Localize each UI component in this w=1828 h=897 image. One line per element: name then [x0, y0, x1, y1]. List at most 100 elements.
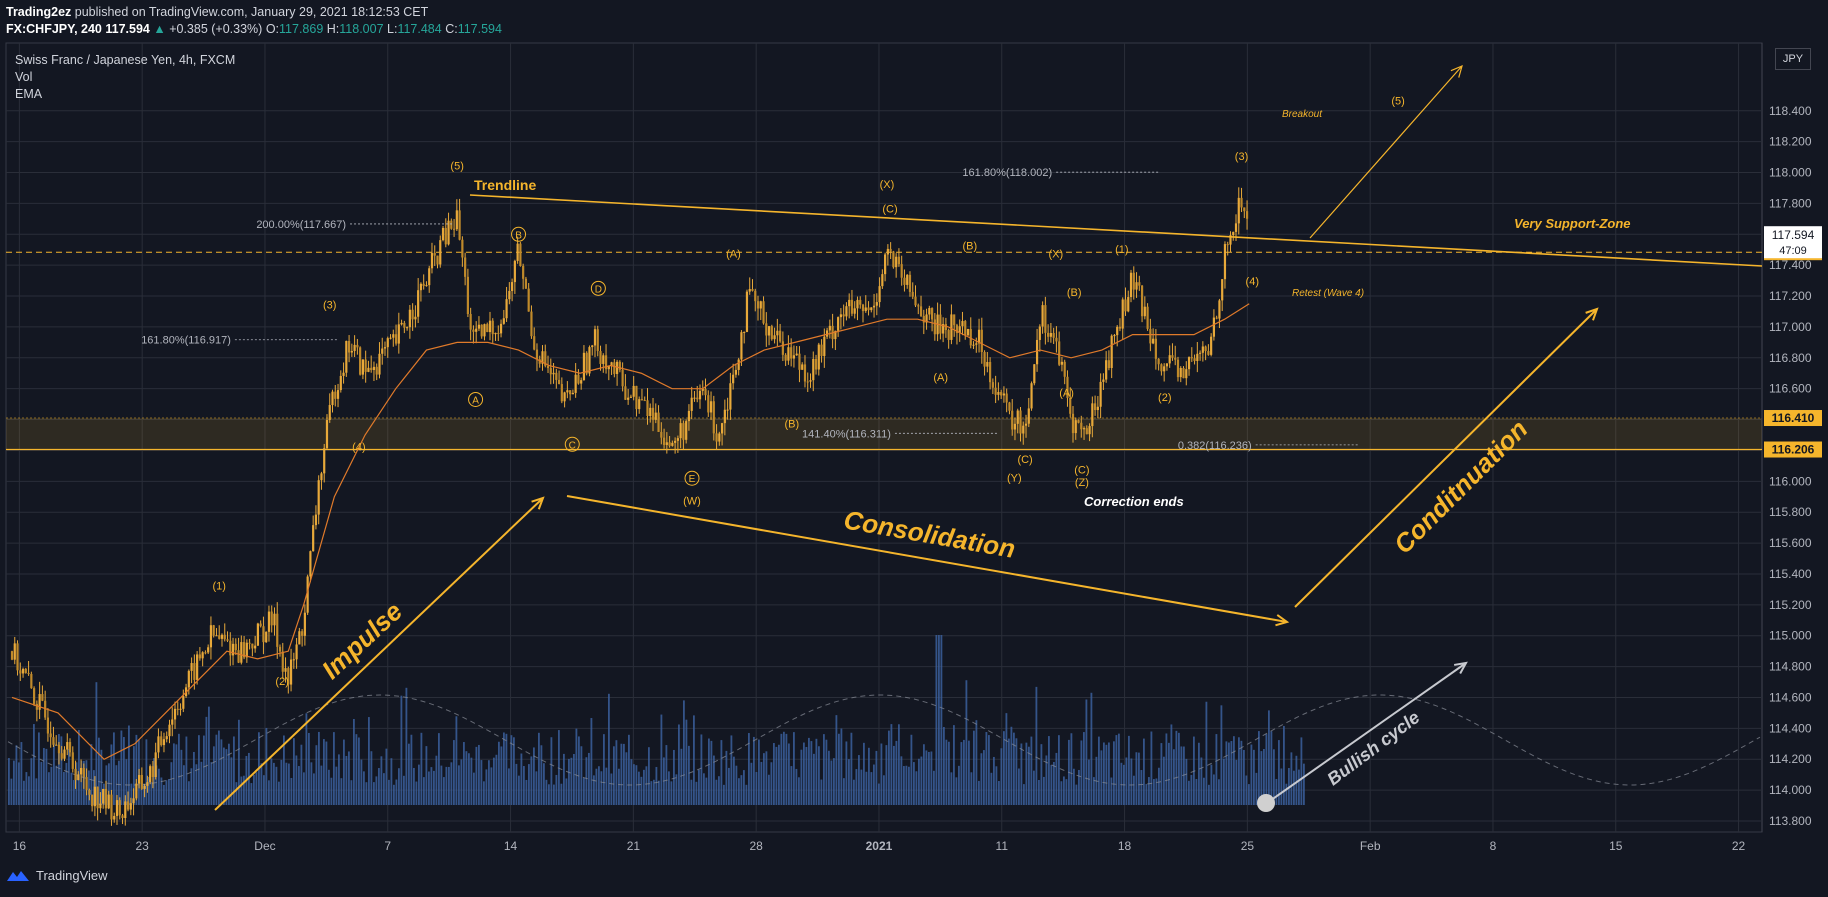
wave-label: (A) [1059, 387, 1074, 399]
volume-bar [435, 755, 438, 805]
correction-ends-label: Correction ends [1084, 494, 1184, 509]
currency-button[interactable]: JPY [1775, 48, 1811, 70]
volume-bar [863, 742, 865, 805]
candle-body [464, 257, 467, 277]
candle-body [1212, 317, 1216, 337]
volume-bar [1235, 759, 1238, 805]
candle-body [38, 694, 41, 710]
volume-bar [1270, 731, 1273, 805]
candle-body [649, 407, 652, 416]
volume-bar [618, 768, 620, 805]
wave-label: (4) [1246, 276, 1259, 288]
volume-bar [735, 765, 738, 805]
wave-label: (2) [275, 676, 288, 688]
volume-bar [143, 783, 145, 805]
fib-label: 200.00%(117.667) [256, 219, 346, 231]
volume-bar [1218, 779, 1220, 805]
volume-bar [645, 766, 648, 805]
volume-bar [1168, 742, 1170, 805]
legend-ema[interactable]: EMA [15, 87, 43, 101]
candle-body [756, 301, 760, 309]
volume-bar [175, 744, 178, 805]
candle-body [585, 352, 588, 374]
candle-body [254, 645, 257, 649]
volume-bar [90, 744, 93, 805]
volume-bar [1265, 734, 1268, 805]
legend-vol[interactable]: Vol [15, 70, 33, 84]
candle-body [212, 625, 215, 636]
volume-bar [23, 780, 25, 805]
candle-body [599, 351, 602, 364]
volume-bar [1155, 778, 1158, 805]
candle-body [911, 291, 914, 297]
candle-body [262, 626, 265, 643]
volume-bar [1013, 732, 1015, 805]
candle-body [1210, 336, 1213, 355]
volume-bar [198, 735, 200, 805]
candle-body [1140, 285, 1144, 317]
volume-bar [1075, 784, 1078, 805]
volume-bar [313, 773, 315, 805]
candle-body [165, 736, 168, 740]
volume-bar [880, 743, 883, 805]
volume-bar [518, 775, 520, 805]
volume-bar [850, 732, 853, 805]
volume-bar [968, 740, 970, 805]
volume-bar [308, 732, 310, 805]
candle-body [320, 473, 323, 481]
volume-bar [715, 779, 718, 805]
volume-bar [1105, 744, 1108, 805]
candle-body [991, 382, 994, 388]
publisher-name[interactable]: Trading2ez [6, 5, 72, 19]
volume-bar [653, 779, 655, 805]
continuation-arrow-head [1585, 307, 1599, 321]
candle-body [1240, 197, 1243, 208]
legend-title[interactable]: Swiss Franc / Japanese Yen, 4h, FXCM [15, 53, 236, 67]
x-tick-label: 14 [504, 839, 518, 853]
candle-body [160, 736, 163, 746]
volume-bar [415, 781, 418, 805]
volume-bar [748, 733, 750, 805]
volume-bar [1130, 758, 1133, 805]
candle-body [378, 353, 381, 375]
volume-bar [323, 739, 325, 805]
tradingview-logo-icon [7, 870, 29, 881]
candle-body [292, 659, 295, 661]
volume-bar [325, 741, 328, 805]
candle-body [1204, 346, 1207, 352]
price-change: +0.385 (+0.33%) [169, 22, 263, 36]
volume-bar [578, 736, 580, 805]
footer-brand[interactable]: TradingView [36, 868, 108, 883]
volume-bar [963, 739, 965, 805]
candle-body [400, 322, 403, 325]
candle-body [781, 341, 784, 355]
candle-body [895, 256, 898, 268]
symbol-label[interactable]: FX:CHFJPY, 240 [6, 22, 102, 36]
volume-bar [233, 736, 235, 805]
candle-body [997, 392, 1000, 395]
volume-bar [450, 762, 453, 805]
volume-bar [280, 759, 283, 805]
volume-bar [413, 767, 415, 805]
candle-body [679, 423, 682, 439]
candle-body [1069, 397, 1072, 414]
candle-body [505, 299, 508, 319]
candle-body [555, 372, 558, 380]
candle-body [499, 323, 503, 334]
candle-body [450, 220, 453, 229]
candle-body [229, 640, 232, 656]
candle-body [1160, 364, 1163, 372]
chart-header: Trading2ez published on TradingView.com,… [6, 4, 502, 38]
volume-bar [933, 770, 935, 805]
volume-bar [830, 760, 833, 805]
volume-bar [63, 772, 65, 805]
volume-bar [170, 762, 173, 805]
candle-body [215, 635, 218, 637]
volume-bar [445, 766, 448, 805]
volume-bar [1240, 740, 1243, 805]
level-badge-116410-bg [1764, 410, 1822, 427]
y-tick-label: 118.000 [1769, 166, 1812, 180]
volume-bar [433, 770, 435, 805]
candle-body [549, 368, 552, 375]
